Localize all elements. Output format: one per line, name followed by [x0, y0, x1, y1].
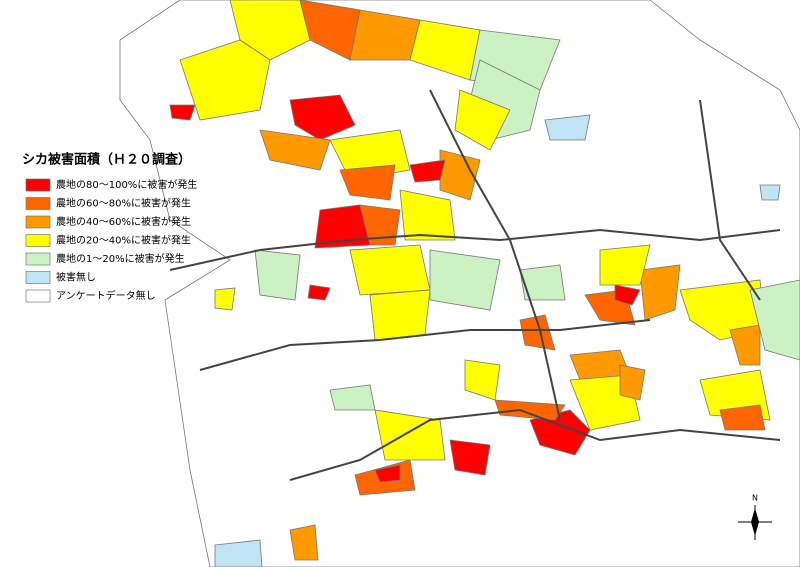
region [259, 129, 331, 171]
legend-swatch [25, 234, 51, 247]
border [199, 319, 651, 371]
border [289, 408, 781, 481]
compass-label: N [752, 494, 758, 503]
region [359, 204, 401, 246]
region [544, 114, 591, 141]
region [374, 464, 401, 483]
region [349, 244, 431, 296]
legend-label: 被害無し [56, 271, 96, 284]
region [494, 399, 566, 421]
region [619, 364, 646, 401]
region [289, 524, 319, 561]
legend-label: 農地の80～100%に被害が発生 [56, 178, 197, 191]
region [464, 359, 501, 401]
region [599, 244, 651, 286]
region [179, 39, 271, 121]
compass-star [751, 508, 759, 536]
region [519, 314, 556, 351]
legend-swatch [25, 271, 51, 284]
region [399, 189, 456, 241]
region [169, 104, 196, 121]
region [369, 289, 431, 341]
region [614, 284, 641, 306]
region [519, 264, 566, 301]
region [214, 287, 236, 311]
legend: シカ被害面積（Ｈ２０調査） 農地の80～100%に被害が発生農地の60～80%に… [22, 152, 197, 303]
region [229, 0, 311, 61]
region [449, 439, 491, 476]
border [429, 89, 561, 421]
region [329, 384, 376, 411]
legend-swatch [25, 178, 51, 192]
region [454, 89, 511, 151]
compass: N [738, 494, 772, 540]
region [339, 164, 396, 201]
legend-label: 農地の60～80%に被害が発生 [56, 197, 191, 210]
region [749, 279, 800, 361]
legend-label: 農地の1～20%に被害が発生 [56, 252, 185, 265]
border [169, 228, 781, 271]
region [759, 184, 781, 201]
region [214, 539, 263, 567]
legend-label: 農地の40～60%に被害が発生 [56, 215, 191, 228]
region [429, 249, 501, 311]
region [409, 159, 446, 183]
legend-title: シカ被害面積（Ｈ２０調査） [22, 152, 191, 168]
district-borders [169, 89, 781, 481]
legend-swatch [25, 289, 51, 303]
region [639, 264, 681, 321]
legend-swatch [25, 197, 51, 210]
region [719, 404, 766, 431]
region [529, 409, 591, 456]
region [254, 249, 301, 301]
border [699, 99, 761, 301]
legend-label: アンケートデータ無し [56, 289, 156, 302]
legend-label: 農地の20～40%に被害が発生 [56, 234, 191, 247]
regions [169, 0, 800, 567]
region [307, 284, 331, 301]
region [729, 324, 761, 366]
legend-swatch [25, 215, 51, 229]
legend-swatch [25, 252, 51, 266]
region [289, 94, 356, 141]
